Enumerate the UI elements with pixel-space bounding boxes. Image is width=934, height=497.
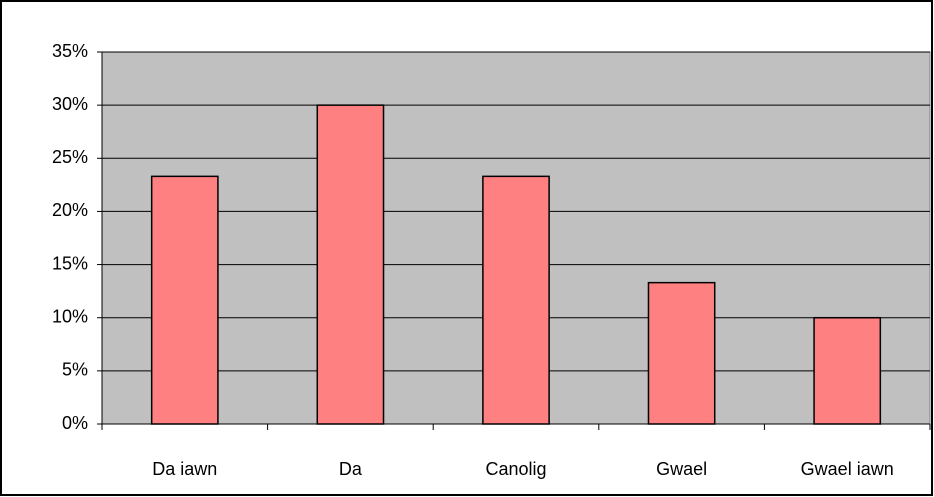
x-tick-label: Da iawn: [152, 459, 217, 479]
x-tick-label: Gwael iawn: [801, 459, 894, 479]
x-tick-label: Canolig: [485, 459, 546, 479]
y-tick-label: 30%: [52, 94, 88, 114]
y-tick-label: 25%: [52, 147, 88, 167]
bar: [482, 175, 550, 425]
y-tick-label: 5%: [62, 360, 88, 380]
y-tick-label: 15%: [52, 253, 88, 273]
bar: [150, 175, 219, 425]
y-tick-label: 20%: [52, 200, 88, 220]
x-tick-label: Gwael: [656, 459, 707, 479]
bar: [647, 281, 716, 425]
y-tick-label: 10%: [52, 306, 88, 326]
bar: [813, 316, 882, 425]
y-tick-label: 0%: [62, 413, 88, 433]
bar: [316, 104, 385, 425]
y-tick-label: 35%: [52, 41, 88, 61]
x-tick-label: Da: [339, 459, 363, 479]
